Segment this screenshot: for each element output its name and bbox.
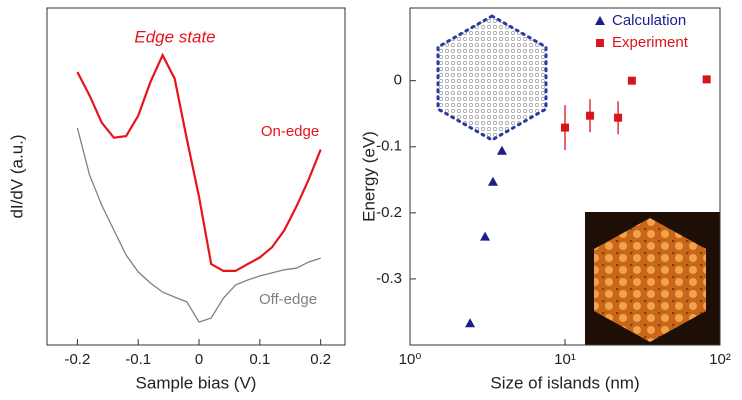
legend-label: Calculation bbox=[612, 12, 686, 29]
lattice-hexagon bbox=[436, 14, 548, 142]
y-tick-label: -0.2 bbox=[376, 204, 402, 221]
x-axis-title: Size of islands (nm) bbox=[490, 373, 639, 392]
x-tick-label: -0.1 bbox=[125, 351, 151, 368]
y-axis-title: Energy (eV) bbox=[359, 131, 378, 222]
y-axis-title: dI/dV (a.u.) bbox=[7, 134, 26, 218]
line-series bbox=[76, 52, 322, 272]
triangle-point bbox=[480, 231, 491, 241]
x-tick-label: 10¹ bbox=[554, 351, 576, 368]
x-tick-label: 0.1 bbox=[249, 351, 270, 368]
x-tick-label: 10² bbox=[709, 351, 731, 368]
x-tick-label: -0.2 bbox=[64, 351, 90, 368]
x-tick-label: 10⁰ bbox=[399, 351, 422, 368]
square-point bbox=[702, 75, 711, 84]
square-point bbox=[586, 111, 595, 120]
legend-marker bbox=[596, 39, 604, 47]
y-tick-label: -0.1 bbox=[376, 138, 402, 155]
triangle-point bbox=[487, 176, 498, 186]
series-label: On-edge bbox=[261, 123, 319, 140]
square-point bbox=[614, 113, 623, 122]
triangle-point bbox=[496, 145, 507, 155]
y-tick-label: 0 bbox=[394, 72, 402, 89]
x-axis-title: Sample bias (V) bbox=[136, 373, 257, 392]
legend-label: Experiment bbox=[612, 34, 689, 51]
triangle-point bbox=[465, 318, 476, 328]
line-series bbox=[76, 127, 321, 323]
square-point bbox=[627, 76, 636, 85]
x-tick-label: 0.2 bbox=[310, 351, 331, 368]
x-tick-label: 0 bbox=[195, 351, 203, 368]
annotation: Edge state bbox=[134, 27, 215, 46]
plot-frame bbox=[46, 7, 346, 346]
stm-hexagon bbox=[594, 218, 706, 342]
y-tick-label: -0.3 bbox=[376, 270, 402, 287]
series-label: Off-edge bbox=[259, 291, 317, 308]
legend-marker bbox=[595, 16, 605, 25]
square-point bbox=[561, 123, 569, 132]
stm-image-inset bbox=[585, 212, 720, 345]
hexagon-lattice-inset bbox=[436, 14, 548, 142]
